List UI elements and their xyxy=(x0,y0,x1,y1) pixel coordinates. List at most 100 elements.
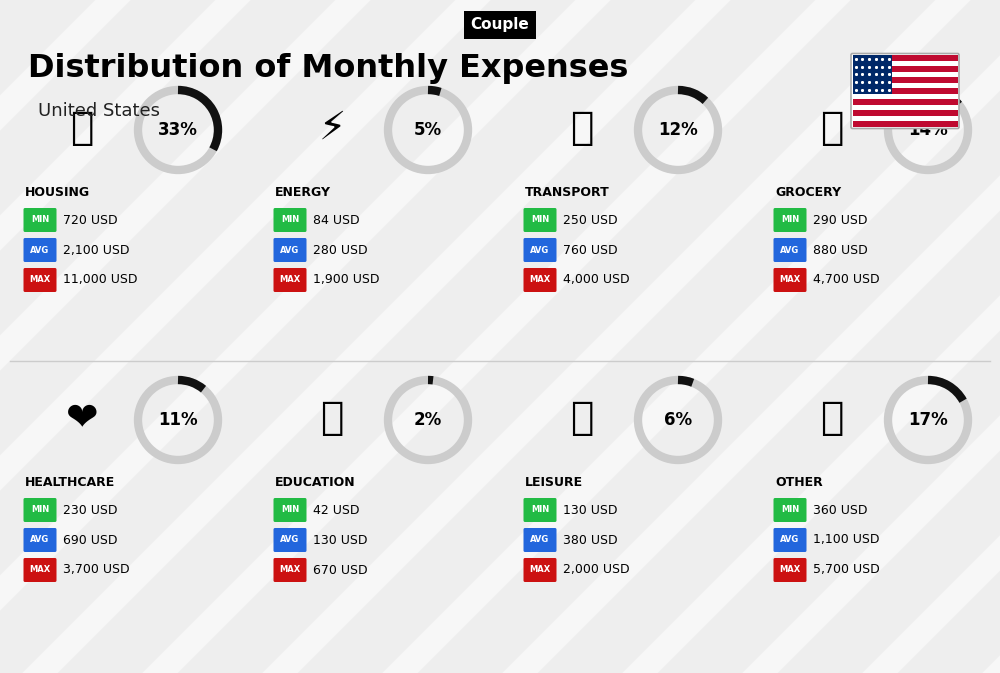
Text: MIN: MIN xyxy=(31,215,49,225)
FancyBboxPatch shape xyxy=(24,558,56,582)
FancyBboxPatch shape xyxy=(774,558,806,582)
Text: 1,900 USD: 1,900 USD xyxy=(313,273,380,287)
FancyBboxPatch shape xyxy=(24,528,56,552)
Text: 🛒: 🛒 xyxy=(820,109,844,147)
Bar xyxy=(852,110,958,116)
Text: GROCERY: GROCERY xyxy=(775,186,841,199)
Text: 42 USD: 42 USD xyxy=(313,503,360,516)
Text: 2%: 2% xyxy=(414,411,442,429)
Text: Couple: Couple xyxy=(471,17,529,32)
Text: MIN: MIN xyxy=(281,505,299,514)
Text: MIN: MIN xyxy=(781,215,799,225)
Text: 290 USD: 290 USD xyxy=(813,213,867,227)
Text: 🛍: 🛍 xyxy=(570,399,594,437)
Text: 230 USD: 230 USD xyxy=(63,503,118,516)
Text: 280 USD: 280 USD xyxy=(313,244,368,256)
Text: 380 USD: 380 USD xyxy=(563,534,618,546)
Text: 4,000 USD: 4,000 USD xyxy=(563,273,630,287)
Text: MAX: MAX xyxy=(279,275,301,285)
Text: MAX: MAX xyxy=(29,275,51,285)
Text: 880 USD: 880 USD xyxy=(813,244,868,256)
Text: EDUCATION: EDUCATION xyxy=(275,476,356,489)
Text: AVG: AVG xyxy=(780,246,800,254)
FancyBboxPatch shape xyxy=(274,528,306,552)
Text: 6%: 6% xyxy=(664,411,692,429)
Text: MAX: MAX xyxy=(279,565,301,575)
Text: 690 USD: 690 USD xyxy=(63,534,118,546)
FancyBboxPatch shape xyxy=(774,208,806,232)
FancyBboxPatch shape xyxy=(524,558,556,582)
Text: 🎓: 🎓 xyxy=(320,399,344,437)
Bar xyxy=(852,61,958,66)
FancyBboxPatch shape xyxy=(524,498,556,522)
FancyBboxPatch shape xyxy=(524,208,556,232)
Bar xyxy=(852,121,958,127)
Text: AVG: AVG xyxy=(530,246,550,254)
Text: MAX: MAX xyxy=(779,565,801,575)
FancyBboxPatch shape xyxy=(774,238,806,262)
Text: United States: United States xyxy=(38,102,160,120)
FancyBboxPatch shape xyxy=(274,498,306,522)
Text: 5%: 5% xyxy=(414,121,442,139)
Text: 2,100 USD: 2,100 USD xyxy=(63,244,130,256)
Text: AVG: AVG xyxy=(30,246,50,254)
Text: MIN: MIN xyxy=(781,505,799,514)
Text: MAX: MAX xyxy=(29,565,51,575)
FancyBboxPatch shape xyxy=(774,268,806,292)
Text: 1,100 USD: 1,100 USD xyxy=(813,534,880,546)
Text: 760 USD: 760 USD xyxy=(563,244,618,256)
Bar xyxy=(852,71,958,77)
Text: 130 USD: 130 USD xyxy=(313,534,368,546)
FancyBboxPatch shape xyxy=(24,208,56,232)
Text: MAX: MAX xyxy=(529,565,551,575)
Text: MAX: MAX xyxy=(529,275,551,285)
Text: Distribution of Monthly Expenses: Distribution of Monthly Expenses xyxy=(28,52,628,83)
Bar xyxy=(852,105,958,110)
FancyBboxPatch shape xyxy=(24,238,56,262)
Text: LEISURE: LEISURE xyxy=(525,476,583,489)
Text: 12%: 12% xyxy=(658,121,698,139)
FancyBboxPatch shape xyxy=(524,268,556,292)
Text: 3,700 USD: 3,700 USD xyxy=(63,563,130,577)
Text: HEALTHCARE: HEALTHCARE xyxy=(25,476,115,489)
Text: 11,000 USD: 11,000 USD xyxy=(63,273,138,287)
FancyBboxPatch shape xyxy=(24,498,56,522)
Text: 11%: 11% xyxy=(158,411,198,429)
Text: MAX: MAX xyxy=(779,275,801,285)
Text: MIN: MIN xyxy=(31,505,49,514)
Bar xyxy=(852,83,958,88)
FancyBboxPatch shape xyxy=(24,268,56,292)
FancyBboxPatch shape xyxy=(274,268,306,292)
Text: TRANSPORT: TRANSPORT xyxy=(525,186,610,199)
FancyBboxPatch shape xyxy=(524,238,556,262)
FancyBboxPatch shape xyxy=(774,498,806,522)
FancyBboxPatch shape xyxy=(274,208,306,232)
Text: 4,700 USD: 4,700 USD xyxy=(813,273,880,287)
FancyBboxPatch shape xyxy=(274,238,306,262)
Bar xyxy=(852,55,892,94)
Text: 17%: 17% xyxy=(908,411,948,429)
Text: ⚡: ⚡ xyxy=(318,109,346,147)
Text: 2,000 USD: 2,000 USD xyxy=(563,563,630,577)
Text: AVG: AVG xyxy=(280,536,300,544)
Text: MIN: MIN xyxy=(531,505,549,514)
FancyBboxPatch shape xyxy=(274,558,306,582)
Text: AVG: AVG xyxy=(280,246,300,254)
Text: ❤: ❤ xyxy=(66,399,98,437)
Text: 84 USD: 84 USD xyxy=(313,213,360,227)
Bar xyxy=(852,77,958,83)
Text: 130 USD: 130 USD xyxy=(563,503,618,516)
Bar xyxy=(852,88,958,94)
Text: 250 USD: 250 USD xyxy=(563,213,618,227)
Text: AVG: AVG xyxy=(530,536,550,544)
Text: 💰: 💰 xyxy=(820,399,844,437)
FancyBboxPatch shape xyxy=(851,53,959,129)
Text: MIN: MIN xyxy=(281,215,299,225)
Text: MIN: MIN xyxy=(531,215,549,225)
Text: HOUSING: HOUSING xyxy=(25,186,90,199)
Bar xyxy=(852,100,958,105)
Text: AVG: AVG xyxy=(780,536,800,544)
Text: AVG: AVG xyxy=(30,536,50,544)
FancyBboxPatch shape xyxy=(774,528,806,552)
Text: OTHER: OTHER xyxy=(775,476,823,489)
